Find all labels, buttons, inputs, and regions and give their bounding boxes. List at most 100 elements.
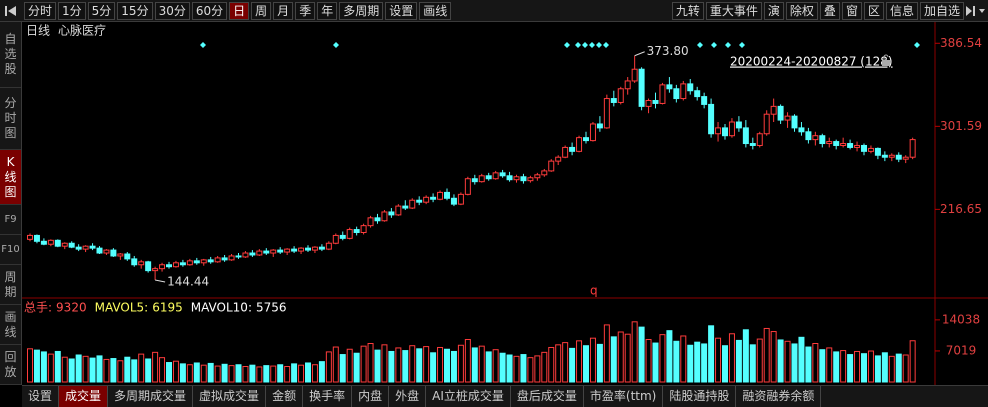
candle-body [409, 199, 416, 209]
candle-body [381, 211, 388, 222]
period-button[interactable]: 30分 [154, 2, 190, 20]
indicator-tab[interactable]: 虚拟成交量 [193, 386, 267, 407]
candle-body [291, 248, 298, 252]
event-markers [200, 42, 920, 48]
period-button[interactable]: 年 [317, 2, 338, 20]
candle-body [166, 264, 172, 268]
volume-bar [444, 348, 450, 383]
volume-bar [534, 355, 541, 383]
candle-body [110, 249, 117, 257]
period-button[interactable]: 分时 [24, 2, 57, 20]
volume-bar [471, 347, 478, 383]
candle-body [874, 147, 881, 156]
volume-bar [569, 347, 576, 383]
legend-value: 9320 [56, 301, 87, 315]
volume-bar [638, 326, 645, 383]
sidebar-button[interactable]: 自选股 [0, 22, 21, 88]
volume-bar [624, 333, 631, 383]
candle-body [840, 143, 847, 146]
indicator-tab[interactable]: 外盘 [389, 386, 427, 407]
candle-body [305, 247, 311, 251]
volume-bar [409, 345, 416, 383]
tool-button[interactable]: 窗 [841, 2, 862, 20]
candle-body [471, 178, 478, 183]
period-button[interactable]: 季 [295, 2, 316, 20]
indicator-tab[interactable]: 换手率 [303, 386, 353, 407]
sidebar-button[interactable]: 画线 [0, 305, 21, 345]
sidebar-button[interactable]: F10 [0, 235, 21, 265]
period-button[interactable]: 多周期 [339, 2, 384, 20]
volume-bar [131, 359, 138, 383]
tool-button[interactable]: 演 [763, 2, 784, 20]
period-button[interactable]: 月 [273, 2, 294, 20]
period-button[interactable]: 1分 [58, 2, 86, 20]
background [22, 22, 988, 385]
period-button[interactable]: 5分 [87, 2, 116, 20]
sidebar-label: 周期 [4, 269, 17, 299]
first-button[interactable] [0, 0, 22, 22]
sidebar-button[interactable]: F9 [0, 205, 21, 235]
period-button[interactable]: 日 [229, 2, 250, 20]
indicator-tab[interactable]: 内盘 [352, 386, 390, 407]
candle-body [638, 68, 645, 107]
tool-button[interactable]: 区 [863, 2, 884, 20]
volume-bar [673, 340, 680, 383]
candle-body [659, 84, 666, 104]
volume-bar [784, 340, 791, 383]
volume-bar [464, 339, 471, 383]
candle-body [444, 191, 450, 199]
volume-bar [339, 354, 346, 383]
volume-bar [172, 360, 179, 383]
more-buttons[interactable] [964, 0, 988, 22]
y-tick-label: 386.54 [940, 36, 982, 50]
volume-bar [381, 344, 388, 383]
volume-bar [249, 364, 256, 383]
volume-bar [763, 327, 770, 383]
candle-body [159, 264, 166, 270]
indicator-tab[interactable]: 陆股通持股 [663, 386, 737, 407]
volume-bar [186, 364, 193, 383]
volume-bar [402, 350, 409, 383]
indicator-tab[interactable]: 市盈率(ttm) [584, 386, 664, 407]
sidebar-button[interactable]: 回放 [0, 345, 21, 385]
tool-button[interactable]: 信息 [885, 2, 918, 20]
period-button[interactable]: 设置 [385, 2, 418, 20]
tool-button[interactable]: 九转 [671, 2, 704, 20]
candle-body [617, 88, 624, 103]
candle-body [374, 217, 381, 222]
period-button[interactable]: 15分 [117, 2, 153, 20]
marker-label: q [590, 284, 598, 298]
sidebar-button[interactable]: 分时图 [0, 88, 21, 150]
volume-bar [207, 362, 214, 383]
sidebar-button[interactable]: K线图 [0, 150, 21, 205]
y-tick-label: 7019 [946, 343, 977, 357]
tool-button[interactable]: 重大事件 [705, 2, 762, 20]
legend-label: MAVOL5: [95, 301, 149, 315]
period-button[interactable]: 60分 [191, 2, 228, 20]
candle-body [610, 98, 617, 103]
volume-bar [332, 346, 339, 383]
tool-button[interactable]: 除权 [785, 2, 818, 20]
indicator-tab[interactable]: 多周期成交量 [108, 386, 194, 407]
sidebar-button[interactable]: 周期 [0, 265, 21, 305]
period-button[interactable]: 画线 [419, 2, 452, 20]
tool-button[interactable]: 叠 [819, 2, 840, 20]
volume-bar [909, 340, 916, 383]
indicator-tab[interactable]: 金额 [266, 386, 304, 407]
annotation-label: 373.80 [647, 44, 689, 58]
period-button[interactable]: 周 [251, 2, 272, 20]
indicator-tab[interactable]: 盘后成交量 [511, 386, 584, 407]
candle-body [33, 234, 40, 242]
candle-body [437, 191, 444, 200]
indicator-tab[interactable]: 设置 [22, 386, 60, 407]
indicator-tab[interactable]: 融资融券余额 [736, 386, 822, 407]
indicator-tab[interactable]: 成交量 [59, 386, 109, 407]
tool-button[interactable]: 加自选 [919, 2, 964, 20]
candle-body [534, 174, 541, 179]
volume-bar [694, 341, 701, 383]
volume-bar [96, 355, 103, 383]
candle-body [339, 234, 346, 239]
candle-body [583, 137, 589, 142]
indicator-tab[interactable]: AI立桩成交量 [426, 386, 511, 407]
